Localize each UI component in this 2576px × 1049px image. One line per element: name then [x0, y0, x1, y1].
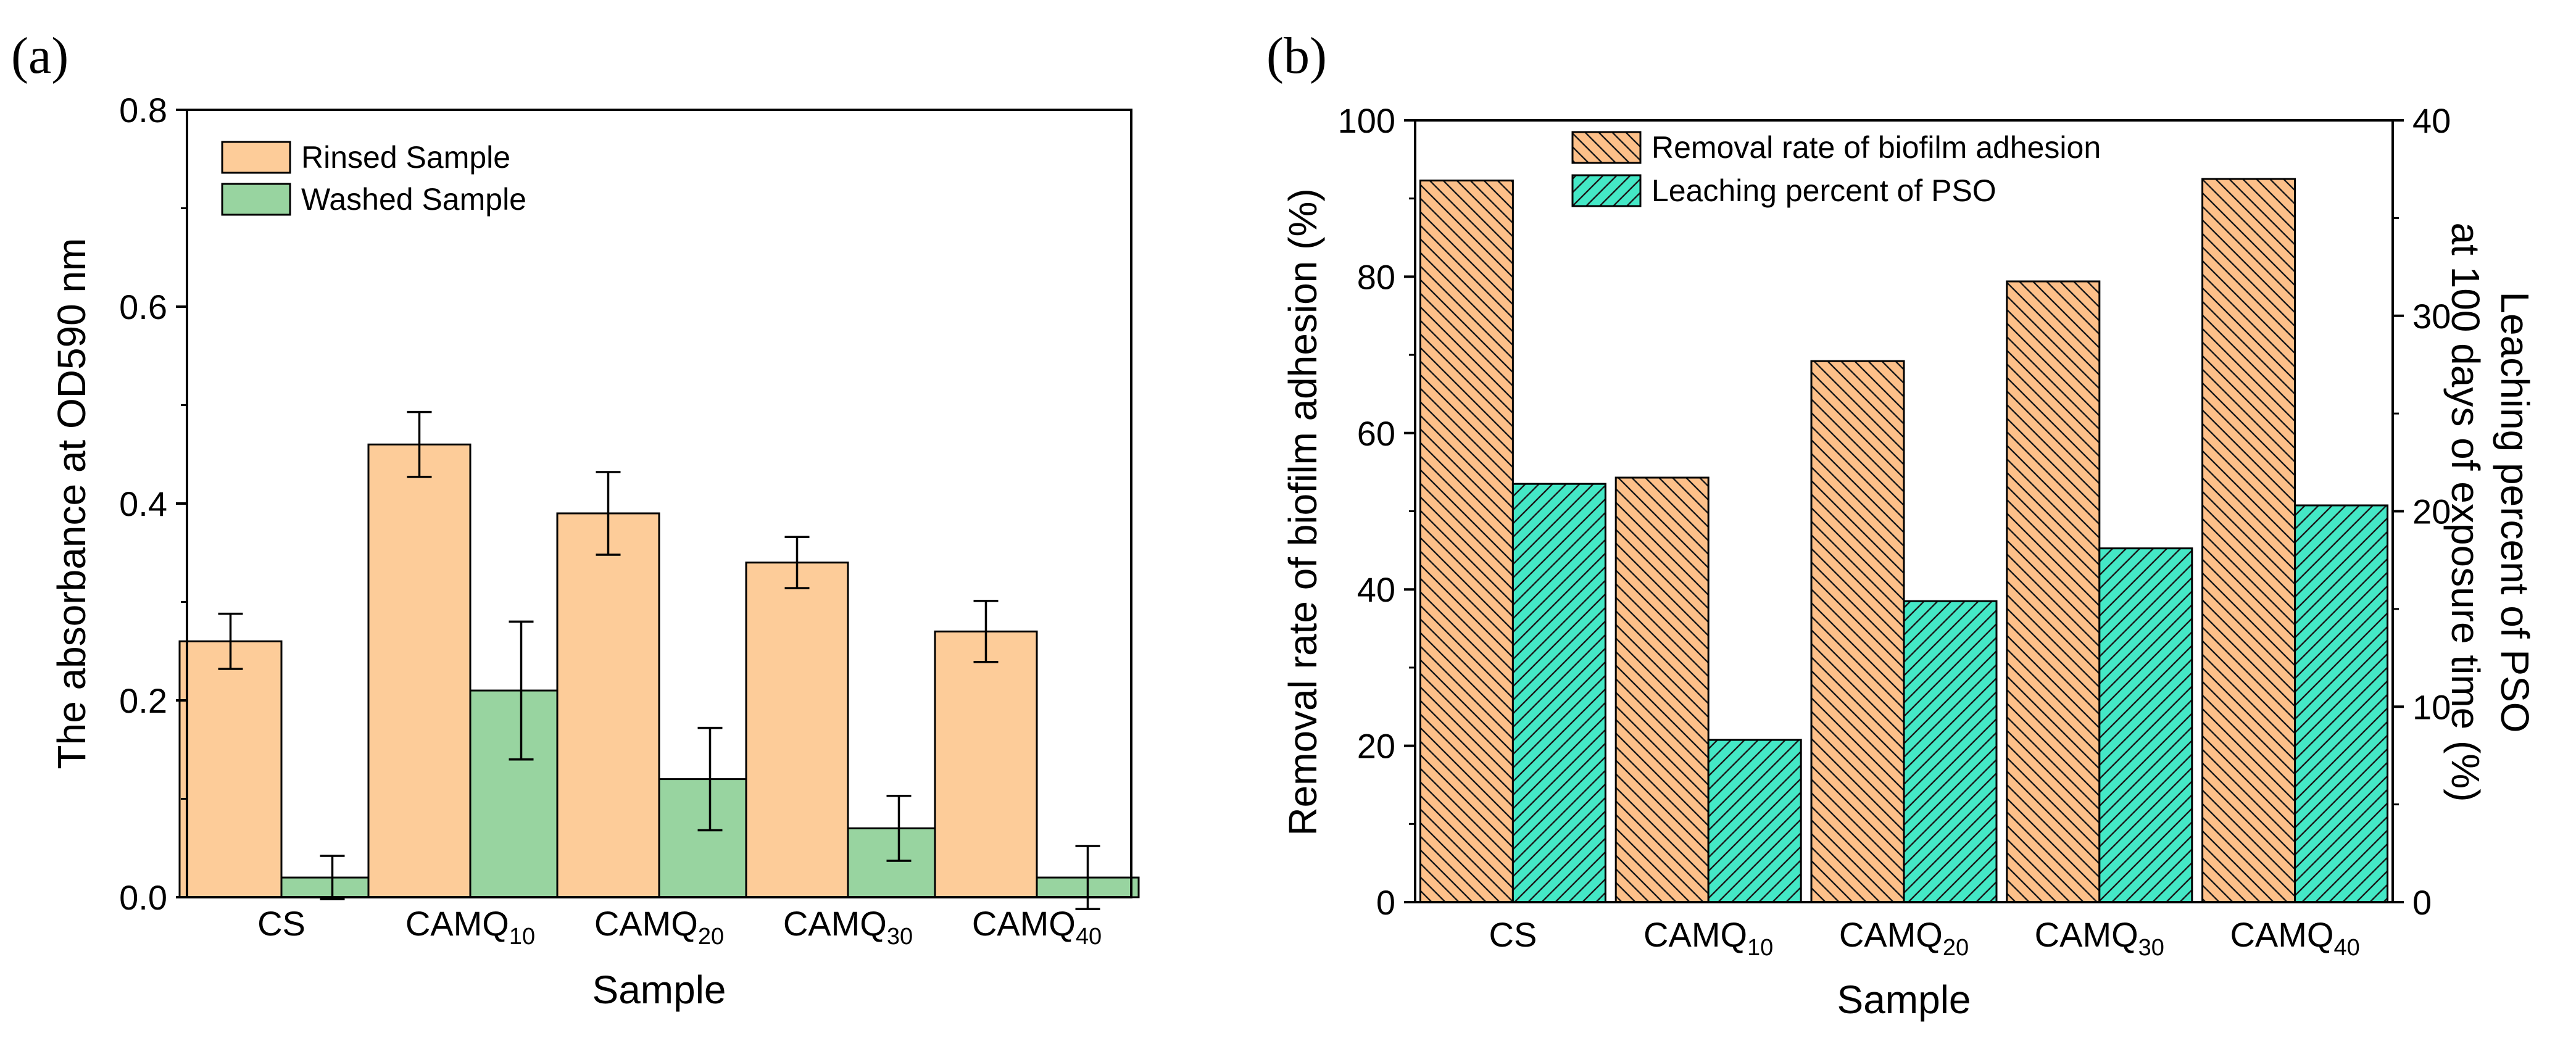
- legend-label-leaching: Leaching percent of PSO: [1652, 173, 1996, 208]
- panel-a-x-tick-label-3: CAMQ30: [783, 904, 913, 950]
- bar-leaching-4: [2294, 504, 2389, 903]
- panel-b-y2-tick-label-4: 40: [2412, 101, 2451, 140]
- legend-swatch-leaching: [1571, 174, 1642, 207]
- panel-a-x-tick-label-0: CS: [257, 904, 305, 943]
- legend-swatch-rinsed: [221, 141, 291, 174]
- bar-rinsed-2: [556, 512, 660, 898]
- panel-b-x-axis-title: Sample: [1837, 977, 1971, 1022]
- panel-a-y-tick-label-0: 0.0: [119, 878, 167, 917]
- bar-removal-0: [1419, 180, 1514, 903]
- bar-removal-1: [1614, 476, 1710, 903]
- panel-b-x-axis: CS CAMQ10 CAMQ20 CAMQ30 CAMQ40: [1489, 915, 2360, 961]
- panel-a-label: (a): [11, 27, 69, 85]
- panel-b-y2-tick-label-1: 10: [2412, 687, 2451, 726]
- legend-label-removal: Removal rate of biofilm adhesion: [1652, 130, 2101, 165]
- panel-b-y2-tick-label-3: 30: [2412, 297, 2451, 336]
- panel-a-legend: Rinsed Sample Washed Sample: [221, 140, 526, 217]
- panel-b-y-tick-label-2: 40: [1357, 570, 1395, 609]
- panel-a-y-tick-label-3: 0.6: [119, 288, 167, 326]
- panel-a-y-tick-label-2: 0.4: [119, 484, 167, 523]
- legend-swatch-removal: [1571, 131, 1642, 164]
- panel-a: (a) 0.0 0.2 0.4 0.6 0.8 CS CAMQ10 CAMQ20 CAMQ30…: [11, 27, 1140, 1012]
- bar-removal-4: [2201, 178, 2296, 903]
- bar-leaching-3: [2098, 547, 2193, 903]
- panel-a-x-axis-title: Sample: [592, 968, 726, 1012]
- panel-b: (b) 0 20 40 60 80 100 0 10 20 30 40 CS CAMQ10 CAMQ2…: [1266, 27, 2537, 1022]
- bar-rinsed-0: [178, 640, 283, 898]
- panel-a-y-axis: 0.0 0.2 0.4 0.6 0.8: [119, 91, 187, 917]
- panel-b-x-tick-label-2: CAMQ20: [1839, 915, 1969, 961]
- panel-a-y-tick-label-1: 0.2: [119, 681, 167, 720]
- panel-a-x-tick-label-4: CAMQ40: [972, 904, 1102, 950]
- panel-b-y-tick-label-4: 80: [1357, 257, 1395, 296]
- panel-b-y2-tick-label-2: 20: [2412, 492, 2451, 531]
- legend-label-rinsed: Rinsed Sample: [301, 140, 510, 175]
- panel-a-x-axis: CS CAMQ10 CAMQ20 CAMQ30 CAMQ40: [257, 904, 1102, 950]
- panel-b-y-tick-label-3: 60: [1357, 414, 1395, 453]
- panel-b-y2-tick-label-0: 0: [2412, 883, 2432, 922]
- panel-a-error-bars: [218, 410, 1100, 910]
- panel-b-y2-axis-title-line2: at 100 days of exposure time (%): [2443, 222, 2488, 802]
- panel-a-bars: [178, 443, 1140, 898]
- panel-b-y-axis-title: Removal rate of biofilm adhesion (%): [1281, 188, 1325, 835]
- panel-a-y-tick-label-4: 0.8: [119, 91, 167, 130]
- bar-rinsed-1: [367, 443, 472, 898]
- panel-b-y-tick-label-5: 100: [1338, 101, 1395, 140]
- bar-leaching-0: [1511, 483, 1606, 903]
- bar-leaching-1: [1707, 739, 1802, 903]
- bar-removal-3: [2006, 280, 2101, 903]
- panel-b-y-tick-label-0: 0: [1376, 883, 1395, 922]
- bar-rinsed-3: [745, 562, 849, 898]
- panel-b-x-tick-label-0: CS: [1489, 915, 1537, 954]
- bar-leaching-2: [1903, 600, 1998, 903]
- panel-b-x-tick-label-3: CAMQ30: [2035, 915, 2164, 961]
- panel-b-x-tick-label-1: CAMQ10: [1643, 915, 1773, 961]
- panel-b-bars: [1419, 178, 2389, 903]
- legend-label-washed: Washed Sample: [301, 182, 526, 217]
- panel-b-legend: Removal rate of biofilm adhesion Leachin…: [1571, 130, 2101, 208]
- panel-b-right-y-axis: 0 10 20 30 40: [2393, 101, 2451, 922]
- panel-b-y-tick-label-1: 20: [1357, 727, 1395, 766]
- bar-removal-2: [1810, 360, 1905, 903]
- legend-swatch-washed: [221, 183, 291, 216]
- panel-a-x-tick-label-1: CAMQ10: [405, 904, 535, 950]
- panel-b-left-y-axis: 0 20 40 60 80 100: [1338, 101, 1415, 922]
- panel-b-x-tick-label-4: CAMQ40: [2230, 915, 2359, 961]
- panel-b-label: (b): [1266, 27, 1327, 85]
- panel-a-x-tick-label-2: CAMQ20: [594, 904, 724, 950]
- panel-b-y2-axis-title-line1: Leaching percent of PSO: [2493, 291, 2537, 732]
- panel-a-y-axis-title: The absorbance at OD590 nm: [49, 238, 94, 769]
- bar-rinsed-4: [934, 630, 1038, 898]
